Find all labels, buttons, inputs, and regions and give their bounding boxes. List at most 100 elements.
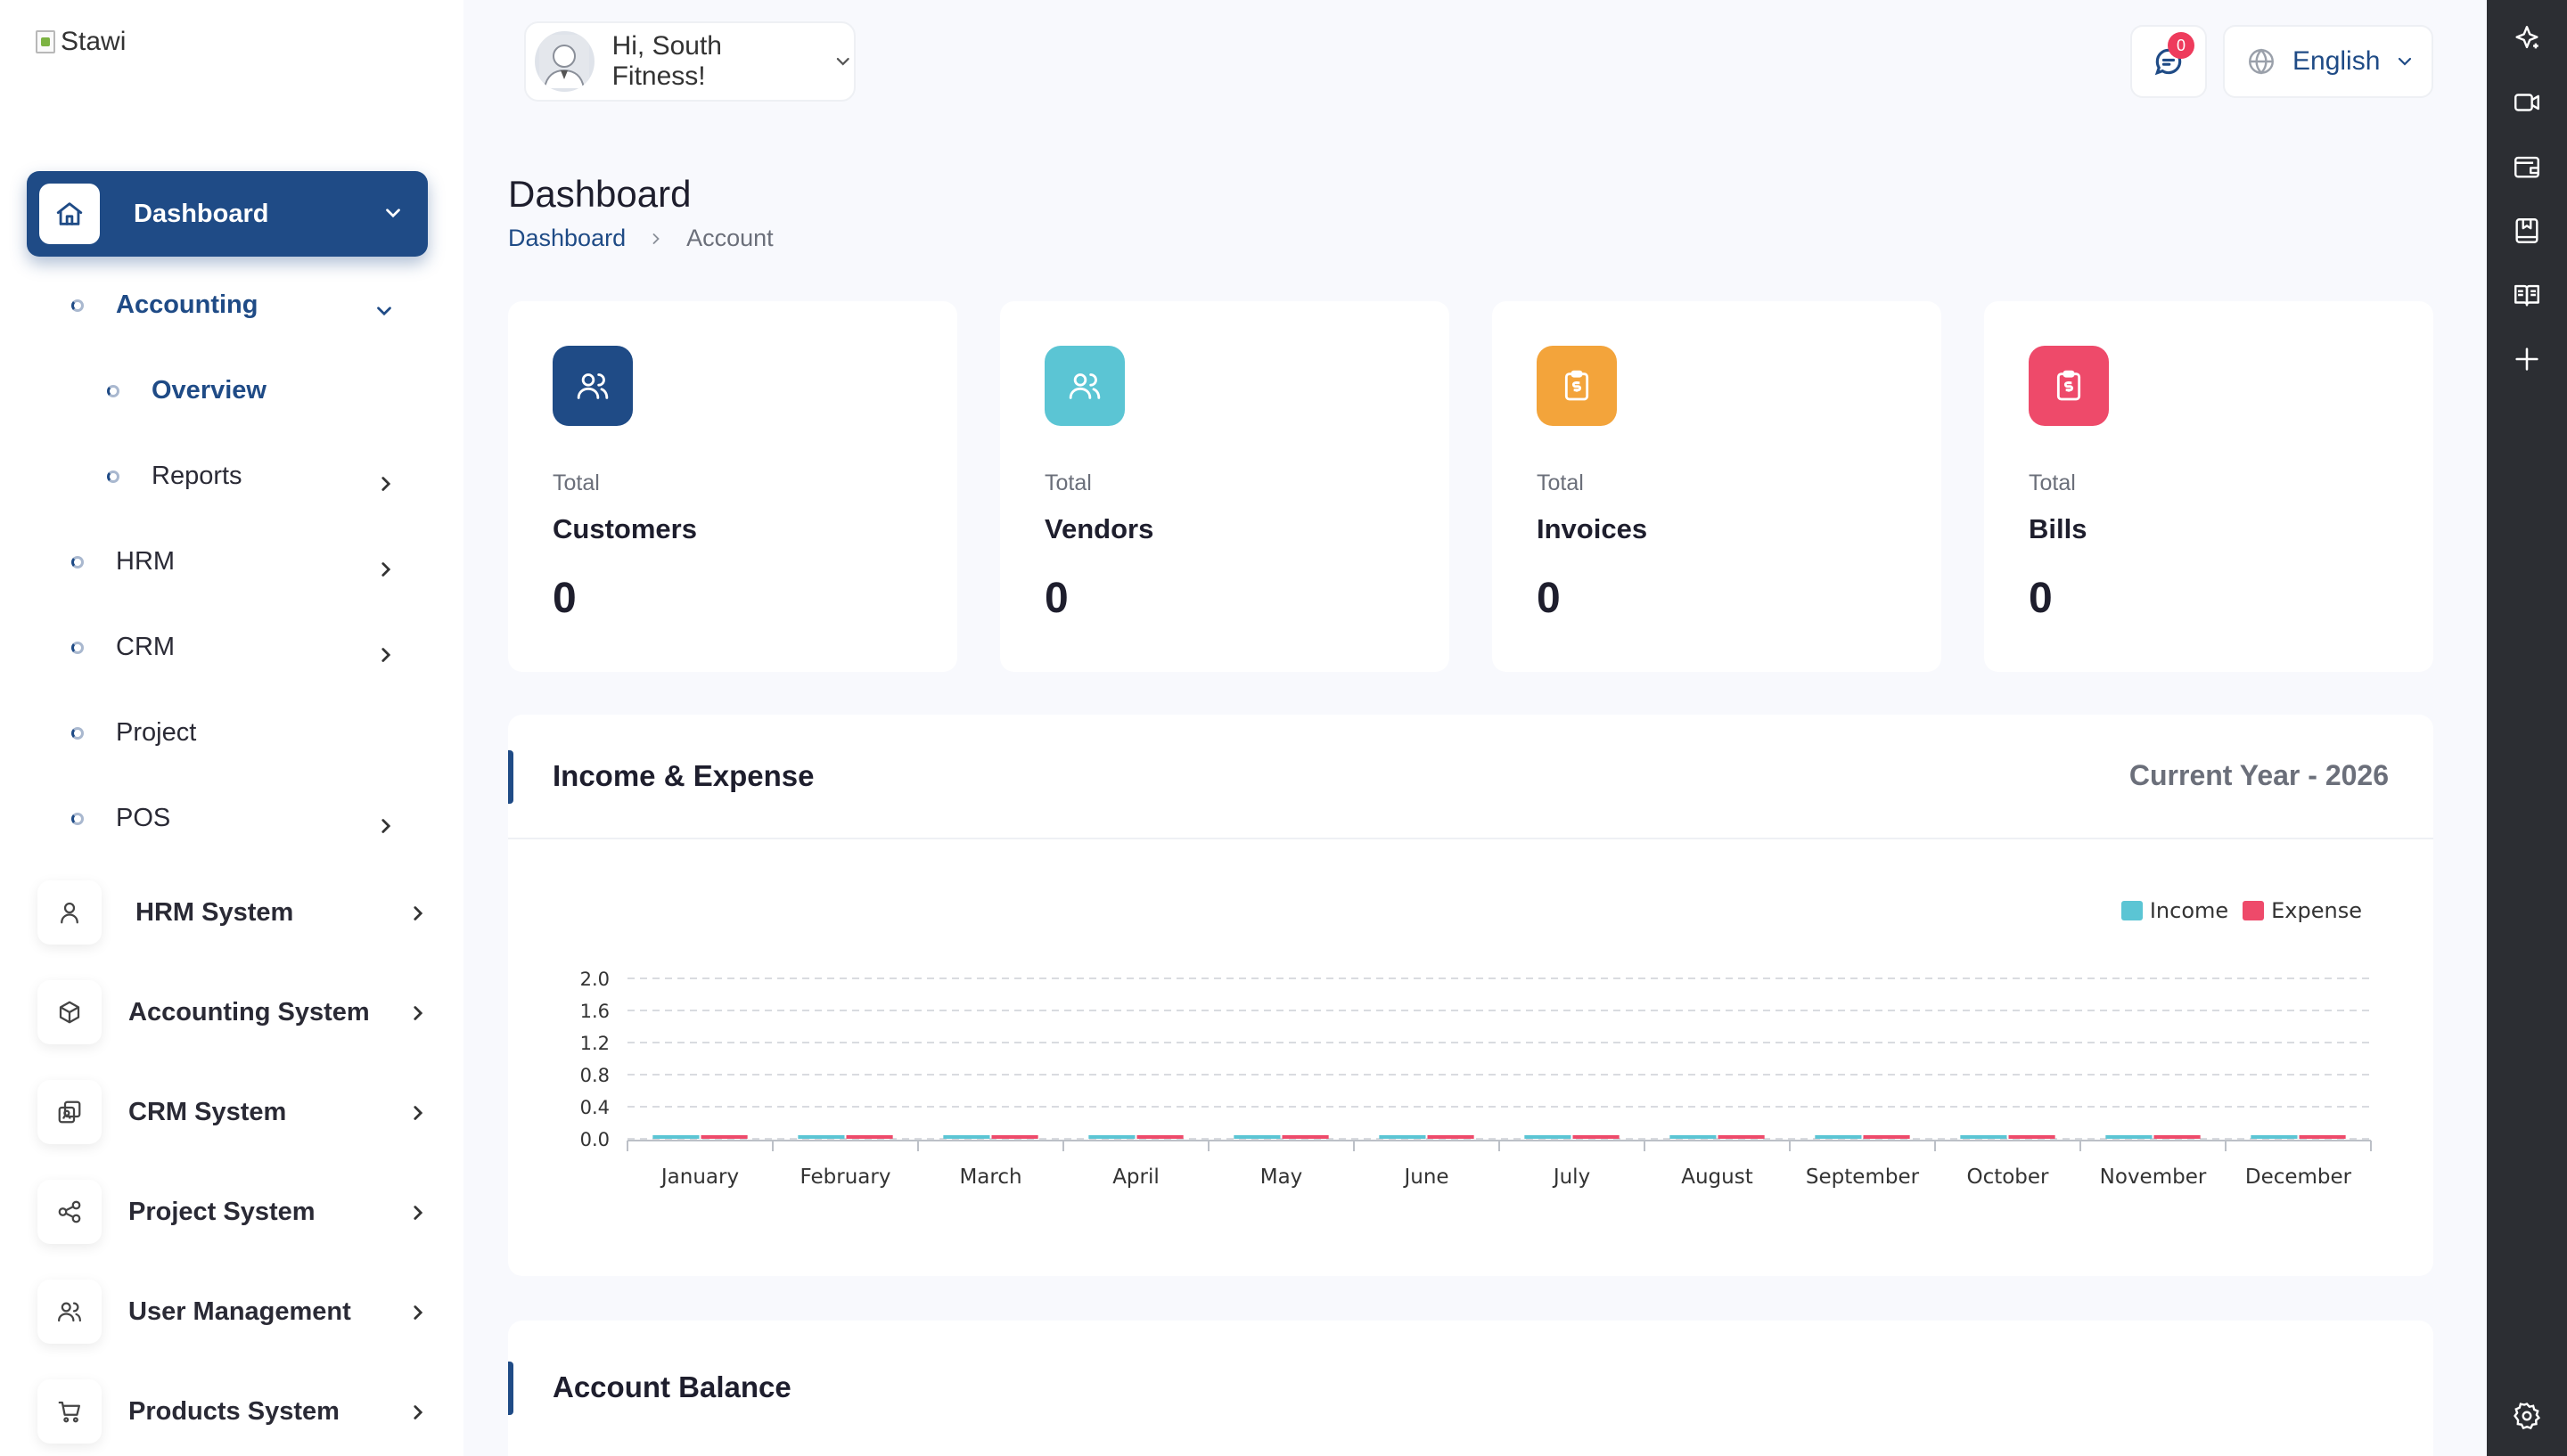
y-tick-label: 1.6 (580, 1001, 610, 1022)
nav-products-system-label: Products System (128, 1396, 340, 1426)
chevron-right-icon (414, 1305, 423, 1320)
stat-card-vendors: Total Vendors 0 (1000, 301, 1449, 672)
nav-user-management[interactable]: User Management (37, 1276, 430, 1347)
nav-crm-system[interactable]: CRM System (37, 1076, 430, 1148)
nav-crm-system-label: CRM System (128, 1097, 287, 1126)
bar-income (1960, 1135, 2007, 1139)
bar-expense (1572, 1135, 1620, 1139)
account-balance-panel: Account Balance (508, 1321, 2433, 1456)
settings-icon[interactable] (2510, 1399, 2544, 1433)
nav-dashboard[interactable]: Dashboard (27, 171, 428, 257)
nav-reports[interactable]: Reports (107, 462, 242, 491)
bar-expense (1427, 1135, 1474, 1139)
y-tick-label: 0.0 (580, 1129, 610, 1150)
bar-income (652, 1135, 700, 1139)
bar-income (1234, 1135, 1281, 1139)
chevron-right-icon[interactable] (374, 472, 398, 495)
chevron-right-icon[interactable] (374, 558, 398, 581)
stat-caption: Total (553, 470, 600, 495)
broken-image-icon (36, 30, 55, 53)
x-tick-label: April (1112, 1166, 1160, 1189)
legend-expense[interactable]: Expense (2243, 898, 2362, 923)
nav-hrm-system-label: HRM System (135, 897, 294, 927)
panel-title: Income & Expense (553, 759, 815, 792)
language-selector[interactable]: English (2223, 25, 2433, 98)
sparkle-icon[interactable] (2510, 21, 2544, 55)
stat-card-invoices: Total Invoices 0 (1492, 301, 1941, 672)
brand-logo[interactable]: Stawi (36, 27, 126, 57)
nav-project-system[interactable]: Project System (37, 1176, 430, 1247)
stat-name: Bills (2029, 513, 2087, 544)
chart-legend: Income Expense (2107, 898, 2362, 923)
bar-expense (2299, 1135, 2346, 1139)
bar-income (798, 1135, 845, 1139)
nav-user-management-label: User Management (128, 1296, 351, 1326)
notification-badge: 0 (2168, 32, 2194, 59)
bar-expense (2008, 1135, 2055, 1139)
bar-income (1524, 1135, 1571, 1139)
panel-accent (508, 1362, 513, 1415)
messages-button[interactable]: 0 (2130, 25, 2207, 98)
user-menu-button[interactable]: Hi, South Fitness! (524, 21, 856, 102)
stat-card-customers: Total Customers 0 (508, 301, 957, 672)
bar-income (1815, 1135, 1862, 1139)
plus-icon[interactable] (2510, 342, 2544, 376)
nav-accounting[interactable]: Accounting (71, 290, 258, 320)
nav-pos[interactable]: POS (71, 804, 170, 833)
bullet-icon (71, 641, 84, 654)
stat-caption: Total (1537, 470, 1584, 495)
chevron-right-icon (414, 1206, 423, 1220)
x-tick-label: November (2100, 1166, 2207, 1189)
chevron-right-icon (414, 1106, 423, 1120)
chevron-right-icon[interactable] (374, 643, 398, 667)
chevron-down-icon (837, 57, 850, 66)
bar-expense (846, 1135, 893, 1139)
x-tick-label: March (959, 1166, 1021, 1189)
x-tick-label: October (1966, 1166, 2049, 1189)
video-icon[interactable] (2510, 86, 2544, 119)
breadcrumb-dashboard[interactable]: Dashboard (508, 225, 627, 251)
nav-crm[interactable]: CRM (71, 633, 175, 662)
bar-expense (991, 1135, 1038, 1139)
stat-value: 0 (553, 575, 577, 622)
language-label: English (2292, 46, 2381, 76)
nav-dashboard-label: Dashboard (134, 199, 269, 228)
stat-value: 0 (1045, 575, 1069, 622)
chevron-down-icon[interactable] (373, 299, 396, 323)
breadcrumb: Dashboard Account (508, 225, 774, 252)
bullet-icon (71, 726, 84, 740)
nav-pos-label: POS (116, 804, 171, 832)
stat-name: Customers (553, 513, 697, 544)
legend-income[interactable]: Income (2120, 898, 2228, 923)
legend-label: Expense (2271, 898, 2362, 923)
panel-accent (508, 750, 513, 804)
bar-expense (1136, 1135, 1184, 1139)
legend-swatch (2120, 901, 2143, 920)
bullet-icon (71, 299, 84, 312)
bar-income (2105, 1135, 2153, 1139)
bar-expense (2153, 1135, 2201, 1139)
income-expense-chart: 0.0 0.4 0.8 1.2 1.6 2.0 January February March Ap… (580, 969, 2372, 1189)
nav-accounting-system-label: Accounting System (128, 997, 370, 1027)
period-label: Current Year - 2026 (2128, 759, 2389, 791)
nav-project[interactable]: Project (71, 718, 196, 748)
nav-products-system[interactable]: Products System (37, 1376, 430, 1447)
stat-name: Invoices (1537, 513, 1648, 544)
nav-hrm[interactable]: HRM (71, 547, 175, 577)
chevron-right-icon (414, 906, 423, 920)
chevron-right-icon[interactable] (374, 814, 398, 838)
bar-income (1379, 1135, 1426, 1139)
x-tick-label: May (1260, 1166, 1303, 1189)
y-tick-label: 1.2 (580, 1033, 610, 1054)
bill-icon (2029, 346, 2109, 426)
breadcrumb-account: Account (686, 225, 774, 251)
right-rail (2487, 0, 2567, 1456)
wallet-icon[interactable] (2510, 150, 2544, 184)
book-icon[interactable] (2510, 278, 2544, 312)
y-tick-label: 0.4 (580, 1097, 610, 1118)
bookmark-icon[interactable] (2510, 214, 2544, 248)
nav-accounting-system[interactable]: Accounting System (37, 977, 430, 1048)
nav-overview[interactable]: Overview (107, 376, 267, 405)
chevron-right-icon (414, 1006, 423, 1020)
nav-hrm-system[interactable]: HRM System (37, 877, 430, 948)
